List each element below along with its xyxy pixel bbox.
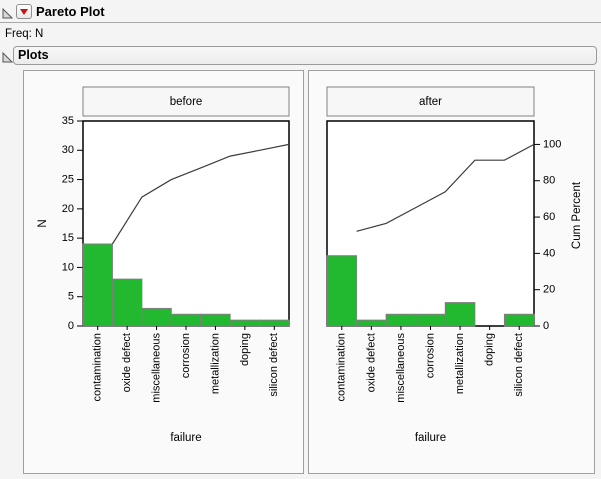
right-tick-label: 0 xyxy=(543,320,549,332)
y-tick-label: 20 xyxy=(62,203,74,215)
panel-header-label-before: before xyxy=(170,96,203,108)
bar-before-oxide-defect[interactable] xyxy=(111,278,143,327)
right-tick-label: 60 xyxy=(543,211,555,223)
x-category-label-before: oxide defect xyxy=(121,333,133,392)
x-category-label-after: doping xyxy=(484,333,496,366)
x-category-label-before: doping xyxy=(239,333,251,366)
y-tick-label: 15 xyxy=(62,232,74,244)
y-tick-label: 5 xyxy=(68,291,74,303)
x-category-label-after: silicon defect xyxy=(513,333,525,397)
outline-disclosure-icon[interactable] xyxy=(2,6,14,19)
x-axis-title-after[interactable]: failure xyxy=(415,432,446,444)
cum-percent-line-before xyxy=(111,143,290,245)
x-category-label-after: corrosion xyxy=(424,333,436,378)
x-category-label-before: contamination xyxy=(92,333,104,402)
right-axis-title[interactable]: Cum Percent xyxy=(571,181,583,249)
pareto-panel-after: after 0 20 40 60 80 100 Cum Percent contaminatio… xyxy=(308,70,595,474)
bar-before-corrosion[interactable] xyxy=(170,313,202,327)
title-separator xyxy=(0,22,601,23)
y-axis-title[interactable]: N xyxy=(37,219,49,227)
bar-before-doping[interactable] xyxy=(229,319,261,327)
right-tick-label: 100 xyxy=(543,138,561,150)
pareto-chart-after: after 0 20 40 60 80 100 Cum Percent contaminatio… xyxy=(326,86,583,444)
page-title: Pareto Plot xyxy=(36,4,105,19)
bar-after-contamination[interactable] xyxy=(326,255,358,327)
y-tick-label: 30 xyxy=(62,144,74,156)
right-tick-label: 40 xyxy=(543,247,555,259)
y-tick-label: 25 xyxy=(62,173,74,185)
bar-after-silicon-defect[interactable] xyxy=(503,313,535,327)
red-triangle-menu-button[interactable] xyxy=(16,4,32,19)
report-title-bar: Pareto Plot xyxy=(2,3,105,20)
plot-area-after[interactable] xyxy=(326,120,535,327)
bar-before-metallization[interactable] xyxy=(200,313,231,327)
x-category-label-before: silicon defect xyxy=(268,333,280,397)
bar-after-corrosion[interactable] xyxy=(415,313,446,327)
x-category-label-after: oxide defect xyxy=(365,333,377,392)
panel-header-box-before xyxy=(82,86,290,117)
x-category-label-after: miscellaneous xyxy=(395,333,407,403)
x-category-label-after: contamination xyxy=(336,333,348,402)
x-category-label-after: metallization xyxy=(454,333,466,394)
bar-after-metallization[interactable] xyxy=(444,302,476,327)
y-tick-label: 0 xyxy=(68,320,74,332)
plots-section-title: Plots xyxy=(18,48,49,62)
plots-section-header[interactable]: Plots xyxy=(13,46,597,65)
right-tick-label: 20 xyxy=(543,284,555,296)
red-triangle-icon xyxy=(20,8,28,15)
right-tick-label: 80 xyxy=(543,175,555,187)
x-category-label-before: metallization xyxy=(209,333,221,394)
x-category-label-before: miscellaneous xyxy=(150,333,162,403)
panel-header-label-after: after xyxy=(419,96,442,108)
cum-percent-line-after xyxy=(356,143,535,232)
freq-label: Freq: N xyxy=(5,28,44,40)
bar-after-oxide-defect[interactable] xyxy=(356,319,387,327)
x-category-label-before: corrosion xyxy=(180,333,192,378)
plots-disclosure-icon[interactable] xyxy=(2,50,14,63)
bar-after-miscellaneous[interactable] xyxy=(385,313,417,327)
y-tick-label: 10 xyxy=(62,261,74,273)
bar-before-miscellaneous[interactable] xyxy=(141,307,172,327)
bar-before-contamination[interactable] xyxy=(82,243,113,327)
bar-before-silicon-defect[interactable] xyxy=(259,319,290,327)
panel-header-box-after xyxy=(326,86,535,117)
x-axis-title-before[interactable]: failure xyxy=(170,432,201,444)
y-tick-label: 35 xyxy=(62,115,74,127)
